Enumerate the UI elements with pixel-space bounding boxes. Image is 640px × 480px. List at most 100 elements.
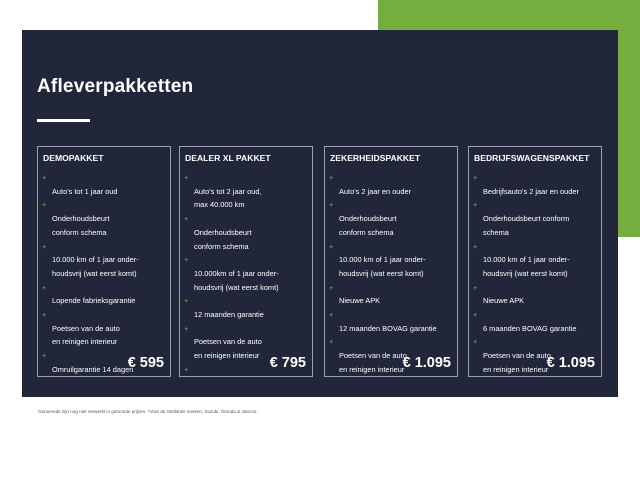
package-price: € 1.095 xyxy=(546,355,595,371)
feature-item: + Bedrijfsauto's 2 jaar en ouder xyxy=(473,171,599,198)
plus-icon: + xyxy=(42,200,47,210)
feature-text: Onderhoudsbeurt xyxy=(194,227,252,237)
feature-item: + Poetsen van de auto en reinigen interieu… xyxy=(473,335,599,376)
feature-text: 10.000 km of 1 jaar onder- xyxy=(339,255,426,265)
plus-icon: + xyxy=(184,296,189,306)
feature-item: +10.000 km of 1 jaar onder-houdsvrij (wa… xyxy=(329,240,455,281)
plus-icon: + xyxy=(42,241,47,251)
feature-text: 12 maanden garantie xyxy=(194,310,264,320)
packages-panel: Afleverpakketten DEMOPAKKET + Auto's tot 1… xyxy=(22,30,618,397)
footnote: Genoemde zijn nog niet verwerkt in getoo… xyxy=(38,409,258,414)
plus-icon: + xyxy=(473,173,478,182)
feature-text: max 40.000 km xyxy=(194,200,245,210)
plus-icon: + xyxy=(473,310,478,320)
plus-icon: + xyxy=(184,214,189,224)
package-features: + Auto's 2 jaar en ouder + Onderhoudsbeurt c… xyxy=(329,171,455,376)
feature-text: Auto's tot 2 jaar oud, xyxy=(194,186,262,196)
feature-text: conform schema xyxy=(194,241,249,251)
feature-text: 12 maanden BOVAG garantie xyxy=(339,323,437,333)
feature-text: Omruilgarantie 14 dagen xyxy=(52,364,134,374)
plus-icon: + xyxy=(184,173,189,182)
feature-item: + Nieuwe APK xyxy=(473,281,599,308)
feature-item: + Nieuwe APK xyxy=(329,281,455,308)
feature-text: houdsvrij (wat eerst komt) xyxy=(339,268,424,278)
feature-text: Onderhoudsbeurt xyxy=(339,214,397,224)
plus-icon: + xyxy=(329,200,334,210)
feature-text: Poetsen van de auto xyxy=(194,337,262,347)
feature-text: Onderhoudsbeurt xyxy=(52,214,110,224)
feature-text: Onderhoudsbeurt conform xyxy=(483,214,570,224)
feature-text: 10.000km of 1 jaar onder- xyxy=(194,268,279,278)
feature-item: + Lopende fabrieksgarantie xyxy=(42,281,168,308)
package-card: DEMOPAKKET + Auto's tot 1 jaar oud + Onderho… xyxy=(37,146,171,377)
package-price: € 1.095 xyxy=(402,355,451,371)
feature-item: +10.000 km of 1 jaar onder-houdsvrij (wa… xyxy=(42,240,168,281)
feature-text: schema xyxy=(483,227,509,237)
title-underline xyxy=(37,119,90,122)
package-name: BEDRIJFSWAGENSPAKKET xyxy=(474,153,590,163)
feature-text: houdsvrij (wat eerst komt) xyxy=(52,268,137,278)
plus-icon: + xyxy=(42,282,47,292)
feature-item: +10.000 km of 1 jaar onder-houdsvrij (wa… xyxy=(473,240,599,281)
feature-text: 6 maanden BOVAG garantie xyxy=(483,323,577,333)
feature-item: +12 maanden BOVAG garantie xyxy=(329,308,455,335)
plus-icon: + xyxy=(42,173,47,182)
feature-text: Poetsen van de auto xyxy=(339,351,407,361)
feature-text: Poetsen van de auto xyxy=(483,351,551,361)
plus-icon: + xyxy=(184,255,189,265)
feature-text: Nieuwe APK xyxy=(339,296,381,306)
plus-icon: + xyxy=(329,310,334,320)
feature-item: + Onderhoudsbeurt conform schema xyxy=(184,212,310,253)
feature-text: houdsvrij (wat eerst komt) xyxy=(483,268,568,278)
plus-icon: + xyxy=(473,282,478,292)
package-features: + Bedrijfsauto's 2 jaar en ouder + Onderhou… xyxy=(473,171,599,376)
plus-icon: + xyxy=(329,173,334,182)
package-features: + Auto's tot 1 jaar oud + Onderhoudsbeurt co… xyxy=(42,171,168,376)
feature-text: en reinigen interieur xyxy=(52,337,118,347)
feature-item: + Onderhoudsbeurt conform schema xyxy=(329,198,455,239)
feature-text: en reinigen interieur xyxy=(194,351,260,361)
feature-item: +10.000km of 1 jaar onder-houdsvrij (wat… xyxy=(184,253,310,294)
feature-item: +6 maanden BOVAG garantie xyxy=(473,308,599,335)
feature-text: Nieuwe APK xyxy=(483,296,525,306)
feature-text: 10.000 km of 1 jaar onder- xyxy=(483,255,570,265)
feature-item: + Auto's tot 2 jaar oud, max 40.000 km xyxy=(184,171,310,212)
plus-icon: + xyxy=(473,337,478,347)
feature-text: 10.000 km of 1 jaar onder- xyxy=(52,255,139,265)
feature-text: en reinigen interieur xyxy=(339,364,405,374)
package-name: DEMOPAKKET xyxy=(43,153,104,163)
feature-text: conform schema xyxy=(339,227,394,237)
plus-icon: + xyxy=(42,351,47,361)
package-card: DEALER XL PAKKET + Auto's tot 2 jaar oud, m… xyxy=(179,146,313,377)
feature-item: + Poetsen van de auto en reinigen interieu… xyxy=(184,322,310,363)
package-price: € 795 xyxy=(269,355,306,371)
plus-icon: + xyxy=(329,337,334,347)
feature-item: + Auto's tot 1 jaar oud xyxy=(42,171,168,198)
feature-item: + Auto's 2 jaar en ouder xyxy=(329,171,455,198)
plus-icon: + xyxy=(329,241,334,251)
feature-item: + Onderhoudsbeurt conform schema xyxy=(42,198,168,239)
package-features: + Auto's tot 2 jaar oud, max 40.000 km + Ond… xyxy=(184,171,310,376)
plus-icon: + xyxy=(473,241,478,251)
feature-text: houdsvrij (wat eerst komt) xyxy=(194,282,279,292)
package-name: ZEKERHEIDSPAKKET xyxy=(330,153,421,163)
feature-text: Auto's 2 jaar en ouder xyxy=(339,186,412,196)
plus-icon: + xyxy=(329,282,334,292)
feature-item: +Omruilgarantie 14 dagen(max. 1.000km) xyxy=(184,363,310,376)
feature-item: +12 maanden garantie xyxy=(184,294,310,321)
feature-text: Auto's tot 1 jaar oud xyxy=(52,186,118,196)
feature-text: Lopende fabrieksgarantie xyxy=(52,296,136,306)
feature-text: Poetsen van de auto xyxy=(52,323,120,333)
plus-icon: + xyxy=(184,323,189,333)
feature-text: Bedrijfsauto's 2 jaar en ouder xyxy=(483,186,579,196)
package-price: € 595 xyxy=(127,355,164,371)
package-card: ZEKERHEIDSPAKKET + Auto's 2 jaar en ouder +… xyxy=(324,146,458,377)
feature-item: +Omruilgarantie 14 dagen(max. 1.000km) xyxy=(42,349,168,376)
feature-text: conform schema xyxy=(52,227,107,237)
package-name: DEALER XL PAKKET xyxy=(185,153,271,163)
feature-item: + Onderhoudsbeurt conform schema xyxy=(473,198,599,239)
plus-icon: + xyxy=(473,200,478,210)
page-title: Afleverpakketten xyxy=(37,76,194,97)
feature-text: en reinigen interieur xyxy=(483,364,549,374)
feature-item: + Poetsen van de auto en reinigen interieu… xyxy=(42,308,168,349)
